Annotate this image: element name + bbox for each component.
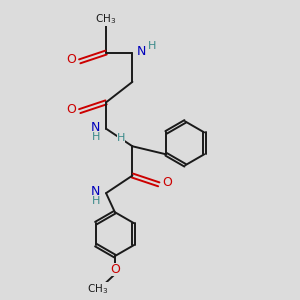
Text: N: N	[91, 185, 101, 198]
Text: H: H	[117, 133, 125, 143]
Text: O: O	[163, 176, 172, 189]
Text: O: O	[110, 263, 120, 276]
Text: O: O	[66, 53, 76, 66]
Text: O: O	[66, 103, 76, 116]
Text: H: H	[92, 132, 100, 142]
Text: CH$_3$: CH$_3$	[87, 282, 108, 296]
Text: H: H	[148, 41, 157, 51]
Text: H: H	[92, 196, 100, 206]
Text: N: N	[91, 121, 101, 134]
Text: N: N	[137, 45, 146, 58]
Text: CH$_3$: CH$_3$	[95, 12, 117, 26]
